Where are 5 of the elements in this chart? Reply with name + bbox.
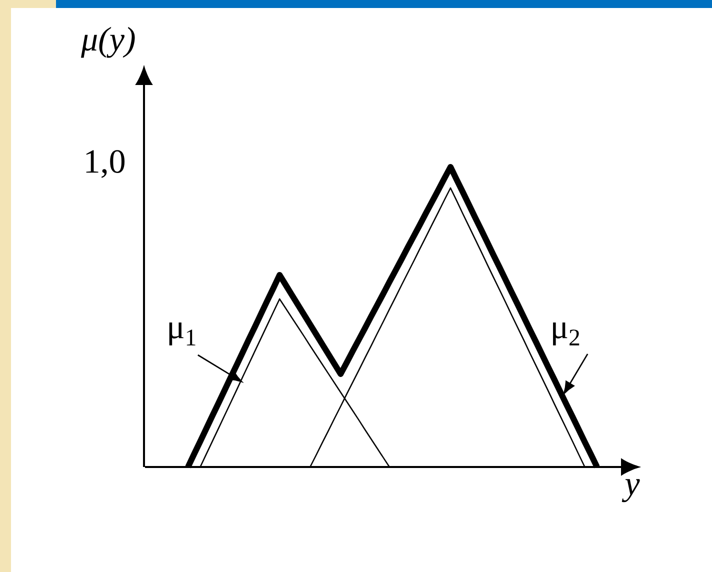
y-axis-title: μ(y) xyxy=(80,26,135,58)
series-label: μ$_{1}$ xyxy=(169,322,196,346)
series-label: μ$_{2}$ xyxy=(553,322,580,346)
text: 1,0 xyxy=(86,150,125,178)
x-axis-title: y xyxy=(622,479,640,502)
